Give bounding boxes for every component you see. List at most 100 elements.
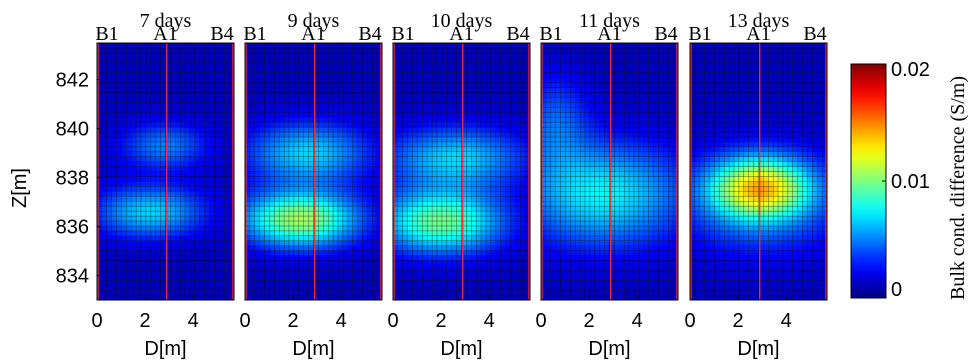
heatmap-cell xyxy=(219,47,225,54)
heatmap-cell xyxy=(371,186,378,192)
heatmap-cell xyxy=(412,102,418,108)
heatmap-cell xyxy=(189,255,196,261)
heatmap-cell xyxy=(194,181,201,187)
heatmap-cell xyxy=(480,260,487,266)
heatmap-cell xyxy=(179,294,186,301)
heatmap-cell xyxy=(352,156,358,162)
heatmap-cell xyxy=(412,52,418,59)
heatmap-cell xyxy=(204,280,210,286)
heatmap-cell xyxy=(579,111,586,118)
heatmap-cell xyxy=(111,275,117,281)
heatmap-cell xyxy=(555,146,561,153)
heatmap-cell xyxy=(402,225,408,232)
heatmap-cell xyxy=(402,181,408,187)
heatmap-cell xyxy=(274,126,280,133)
heatmap-cell xyxy=(264,161,270,167)
heatmap-cell xyxy=(589,200,596,207)
heatmap-cell xyxy=(223,67,230,73)
heatmap-cell xyxy=(274,210,280,217)
heatmap-cell xyxy=(570,280,576,286)
heatmap-cell xyxy=(194,289,201,296)
heatmap-cell xyxy=(269,195,275,202)
heatmap-cell xyxy=(279,72,285,78)
heatmap-cell xyxy=(565,280,571,286)
heatmap-cell xyxy=(323,171,329,177)
heatmap-cell xyxy=(519,87,526,93)
heatmap-cell xyxy=(441,171,448,177)
heatmap-cell xyxy=(283,131,290,138)
heatmap-cell xyxy=(283,62,290,68)
heatmap-cell xyxy=(515,284,521,291)
heatmap-cell xyxy=(367,52,373,59)
heatmap-cell xyxy=(480,181,487,187)
heatmap-cell xyxy=(397,250,404,256)
heatmap-cell xyxy=(515,255,521,261)
heatmap-cell xyxy=(288,42,295,49)
heatmap-cell xyxy=(402,121,408,128)
heatmap-cell xyxy=(259,47,265,54)
heatmap-cell xyxy=(170,151,176,157)
heatmap-cell xyxy=(371,200,378,207)
heatmap-cell xyxy=(357,146,363,153)
heatmap-cell xyxy=(431,205,438,212)
heatmap-cell xyxy=(371,294,378,301)
heatmap-cell xyxy=(570,205,576,212)
heatmap-cell xyxy=(318,289,324,296)
heatmap-cell xyxy=(495,131,501,138)
heatmap-cell xyxy=(510,151,516,157)
heatmap-cell xyxy=(347,92,353,98)
heatmap-cell xyxy=(194,121,201,128)
heatmap-cell xyxy=(135,161,142,167)
heatmap-cell xyxy=(422,156,428,162)
heatmap-cell xyxy=(584,230,591,237)
heatmap-cell xyxy=(184,181,191,187)
heatmap-cell xyxy=(446,57,452,64)
heatmap-cell xyxy=(441,72,448,78)
heatmap-cell xyxy=(293,166,300,172)
heatmap-cell xyxy=(259,200,265,207)
heatmap-cell xyxy=(254,186,260,192)
heatmap-cell xyxy=(194,225,201,232)
heatmap-cell xyxy=(357,191,363,197)
heatmap-cell xyxy=(175,289,181,296)
heatmap-cell xyxy=(575,87,581,93)
heatmap-cell xyxy=(179,116,186,123)
heatmap-cell xyxy=(505,250,511,256)
heatmap-cell xyxy=(422,275,428,281)
heatmap-cell xyxy=(288,47,295,54)
heatmap-cell xyxy=(111,52,117,59)
heatmap-cell xyxy=(584,92,591,98)
heatmap-cell xyxy=(274,42,280,49)
heatmap-cell xyxy=(397,136,404,143)
heatmap-cell xyxy=(140,116,147,123)
heatmap-cell xyxy=(545,126,552,133)
heatmap-cell xyxy=(150,275,156,281)
heatmap-cell xyxy=(560,280,566,286)
heatmap-cell xyxy=(189,294,196,301)
heatmap-cell xyxy=(283,121,290,128)
heatmap-cell xyxy=(121,260,127,266)
heatmap-cell xyxy=(323,284,329,291)
heatmap-cell xyxy=(126,102,132,108)
heatmap-cell xyxy=(194,161,201,167)
heatmap-cell xyxy=(402,176,408,182)
heatmap-cell xyxy=(505,235,511,241)
heatmap-cell xyxy=(397,126,404,133)
heatmap-cell xyxy=(219,176,225,182)
heatmap-cell xyxy=(175,260,181,266)
heatmap-cell xyxy=(427,289,433,296)
heatmap-cell xyxy=(584,52,591,59)
heatmap-cell xyxy=(519,171,526,177)
heatmap-cell xyxy=(555,47,561,54)
heatmap-cell xyxy=(106,260,112,266)
heatmap-cell xyxy=(505,181,511,187)
heatmap-cell xyxy=(347,270,353,276)
heatmap-cell xyxy=(451,275,457,281)
heatmap-cell xyxy=(279,171,285,177)
heatmap-cell xyxy=(179,111,186,118)
heatmap-cell xyxy=(194,77,201,83)
heatmap-cell xyxy=(407,265,413,271)
heatmap-cell xyxy=(269,126,275,133)
heatmap-cell xyxy=(412,225,418,232)
